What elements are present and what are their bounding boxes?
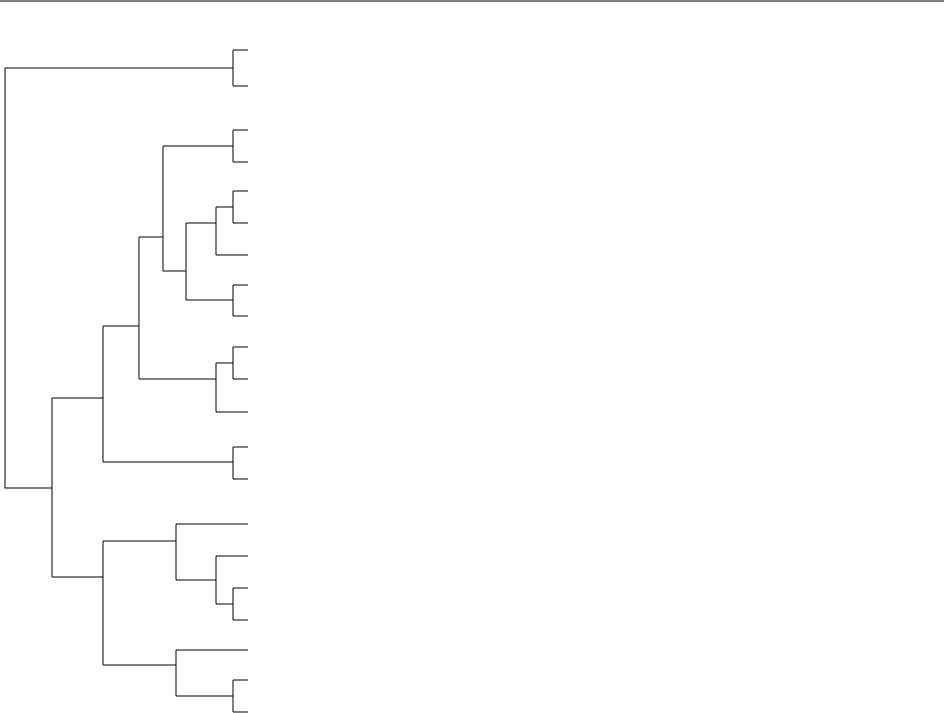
dendrogram-lower-branch xyxy=(52,523,248,713)
dendrogram-upper-branch xyxy=(51,129,248,577)
dendrogram-root xyxy=(4,49,248,489)
